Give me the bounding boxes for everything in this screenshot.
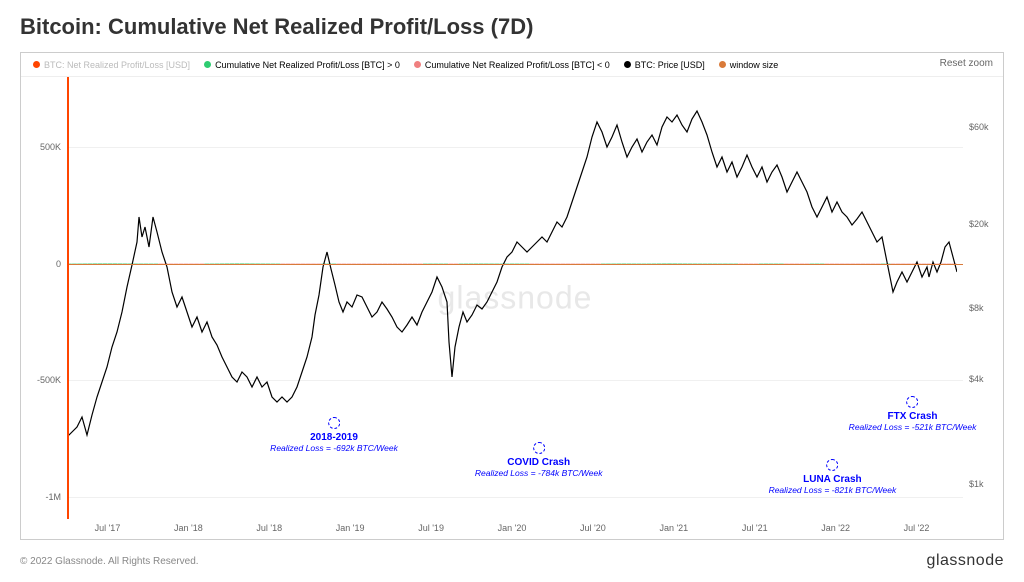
legend-item-2[interactable]: Cumulative Net Realized Profit/Loss [BTC…	[414, 60, 610, 70]
x-tick: Jul '22	[904, 523, 930, 533]
x-tick: Jul '20	[580, 523, 606, 533]
legend-dot-icon	[624, 61, 631, 68]
chart-container: BTC: Net Realized Profit/Loss [USD] Cumu…	[20, 52, 1004, 540]
y-right-tick: $1k	[969, 479, 984, 489]
x-tick: Jul '19	[418, 523, 444, 533]
y-left-tick: 500K	[40, 142, 61, 152]
x-tick: Jan '18	[174, 523, 203, 533]
chart-title: Bitcoin: Cumulative Net Realized Profit/…	[0, 0, 1024, 48]
y-right-tick: $4k	[969, 374, 984, 384]
y-right-tick: $60k	[969, 122, 989, 132]
x-axis: Jul '17 Jan '18 Jul '18 Jan '19 Jul '19 Jan '…	[67, 519, 963, 539]
legend-label: Cumulative Net Realized Profit/Loss [BTC…	[215, 60, 400, 70]
x-tick: Jul '18	[256, 523, 282, 533]
legend-item-1[interactable]: Cumulative Net Realized Profit/Loss [BTC…	[204, 60, 400, 70]
legend-label: BTC: Net Realized Profit/Loss [USD]	[44, 60, 190, 70]
x-tick: Jan '20	[498, 523, 527, 533]
x-tick: Jan '22	[821, 523, 850, 533]
legend-item-4[interactable]: window size	[719, 60, 779, 70]
reset-zoom-button[interactable]: Reset zoom	[940, 58, 993, 69]
y-axis-right: $1k $4k $8k $20k $60k	[963, 77, 1003, 519]
x-tick: Jul '21	[742, 523, 768, 533]
y-left-tick: 0	[56, 259, 61, 269]
legend-dot-icon	[33, 61, 40, 68]
x-tick: Jul '17	[95, 523, 121, 533]
copyright-text: © 2022 Glassnode. All Rights Reserved.	[20, 556, 199, 567]
legend-dot-icon	[414, 61, 421, 68]
y-left-tick: -500K	[37, 375, 61, 385]
zero-baseline	[67, 264, 963, 265]
x-tick: Jan '19	[336, 523, 365, 533]
legend-label: BTC: Price [USD]	[635, 60, 705, 70]
plot-area[interactable]: glassnode 2018-2019Realized Loss = -692k…	[67, 77, 963, 519]
legend-dot-icon	[719, 61, 726, 68]
footer: © 2022 Glassnode. All Rights Reserved. g…	[20, 552, 1004, 570]
brand-logo: glassnode	[927, 552, 1004, 570]
x-tick: Jan '21	[659, 523, 688, 533]
y-right-tick: $20k	[969, 219, 989, 229]
chart-svg	[67, 77, 957, 497]
legend-item-3[interactable]: BTC: Price [USD]	[624, 60, 705, 70]
y-right-tick: $8k	[969, 303, 984, 313]
y-axis-left: -1M -500K 0 500K	[21, 77, 67, 519]
legend-label: Cumulative Net Realized Profit/Loss [BTC…	[425, 60, 610, 70]
legend-label: window size	[730, 60, 779, 70]
y-left-tick: -1M	[46, 492, 62, 502]
legend-item-0[interactable]: BTC: Net Realized Profit/Loss [USD]	[33, 60, 190, 70]
legend: BTC: Net Realized Profit/Loss [USD] Cumu…	[21, 53, 1003, 77]
left-spike	[67, 77, 69, 519]
legend-dot-icon	[204, 61, 211, 68]
gridline	[67, 497, 963, 498]
